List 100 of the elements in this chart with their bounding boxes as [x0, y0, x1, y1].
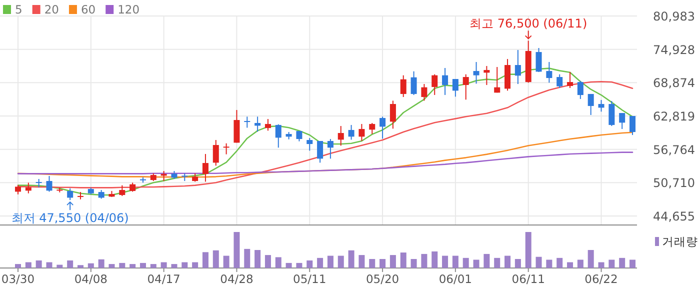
bar: [254, 250, 261, 268]
x-tick-label: 03/30: [1, 272, 35, 286]
candlestick: [202, 153, 208, 182]
bar: [150, 264, 156, 268]
annotation: 최저 47,550 (04/06): [11, 211, 129, 226]
candlestick: [556, 74, 563, 88]
bar: [577, 260, 584, 268]
bar: [484, 254, 490, 268]
candlestick: [380, 116, 386, 140]
candlestick: [348, 124, 354, 140]
candlestick: [15, 184, 21, 195]
candlestick: [338, 126, 344, 146]
bar: [25, 262, 32, 268]
bar: [160, 262, 167, 268]
legend-label: 5: [15, 2, 22, 16]
bar: [338, 256, 344, 268]
candlestick: [588, 93, 594, 116]
candlestick: [67, 188, 74, 201]
bar: [494, 258, 500, 268]
bar: [98, 259, 104, 268]
bar: [348, 250, 354, 268]
candlestick: [369, 122, 376, 134]
candlestick: [494, 66, 500, 94]
x-tick-label: 04/28: [220, 272, 254, 286]
bar: [410, 259, 417, 268]
legend-label: 20: [44, 2, 59, 16]
candlestick: [567, 72, 574, 88]
bar: [182, 262, 188, 268]
candlestick: [608, 100, 615, 127]
y-tick-label: 56,764: [653, 142, 695, 157]
bar: [588, 250, 594, 268]
bar: [67, 260, 74, 268]
bar: [306, 260, 313, 268]
bar: [212, 250, 219, 268]
bar: [264, 255, 271, 268]
candlestick: [317, 140, 324, 164]
x-tick-label: 05/11: [293, 272, 326, 286]
bar: [400, 252, 406, 268]
bar: [56, 264, 63, 268]
bar: [598, 262, 604, 268]
bar: [88, 263, 94, 268]
bar: [608, 260, 615, 268]
legend-label: 거래량: [662, 234, 698, 248]
y-tick-label: 50,710: [653, 176, 695, 190]
candlestick: [390, 100, 396, 130]
candlestick: [442, 67, 448, 96]
candlestick: [264, 118, 271, 132]
bar: [244, 248, 250, 268]
candlestick: [254, 116, 261, 132]
candlestick: [244, 116, 250, 128]
bar: [15, 264, 21, 268]
candlestick: [630, 115, 636, 136]
bar: [202, 252, 208, 268]
bar: [619, 258, 626, 268]
bar: [630, 260, 636, 268]
bar: [462, 258, 469, 268]
bar: [567, 262, 574, 268]
candlestick: [598, 99, 604, 112]
bar: [192, 262, 198, 268]
bar: [358, 255, 365, 268]
annotation: 최고 76,500 (06/11): [470, 16, 588, 31]
bar: [536, 256, 542, 268]
candlestick: [130, 182, 136, 192]
candlestick: [119, 184, 126, 196]
candlestick: [410, 70, 417, 96]
y-tick-label: 74,928: [653, 42, 695, 57]
candlestick: [462, 74, 469, 100]
bar: [171, 264, 178, 268]
bar: [296, 262, 302, 268]
bar: [77, 265, 84, 268]
bar: [452, 256, 458, 268]
y-tick-label: 80,983: [653, 10, 695, 24]
bar: [525, 232, 532, 268]
x-tick-label: 05/20: [366, 272, 400, 286]
legend-label: 60: [80, 2, 96, 16]
candlestick: [421, 84, 428, 102]
candlestick: [432, 74, 438, 96]
bar: [119, 262, 126, 268]
candlestick: [275, 124, 282, 148]
candlestick: [223, 142, 230, 155]
bar: [317, 258, 324, 268]
candlestick: [77, 192, 84, 200]
bar: [421, 254, 428, 268]
bar: [514, 259, 521, 268]
candlestick: [546, 61, 552, 84]
bar: [473, 260, 480, 268]
candlestick: [400, 74, 406, 98]
candlestick: [36, 178, 42, 188]
candlestick: [306, 138, 313, 152]
y-tick-label: 68,874: [653, 76, 695, 90]
candlestick: [327, 138, 334, 160]
x-tick-label: 06/22: [584, 272, 618, 286]
candlestick: [619, 112, 626, 130]
candlestick: [46, 176, 52, 192]
candlestick: [296, 130, 302, 142]
candlestick: [160, 170, 167, 182]
bar: [369, 259, 376, 268]
bar: [140, 262, 146, 268]
candlestick: [452, 78, 458, 98]
bar: [36, 260, 42, 268]
